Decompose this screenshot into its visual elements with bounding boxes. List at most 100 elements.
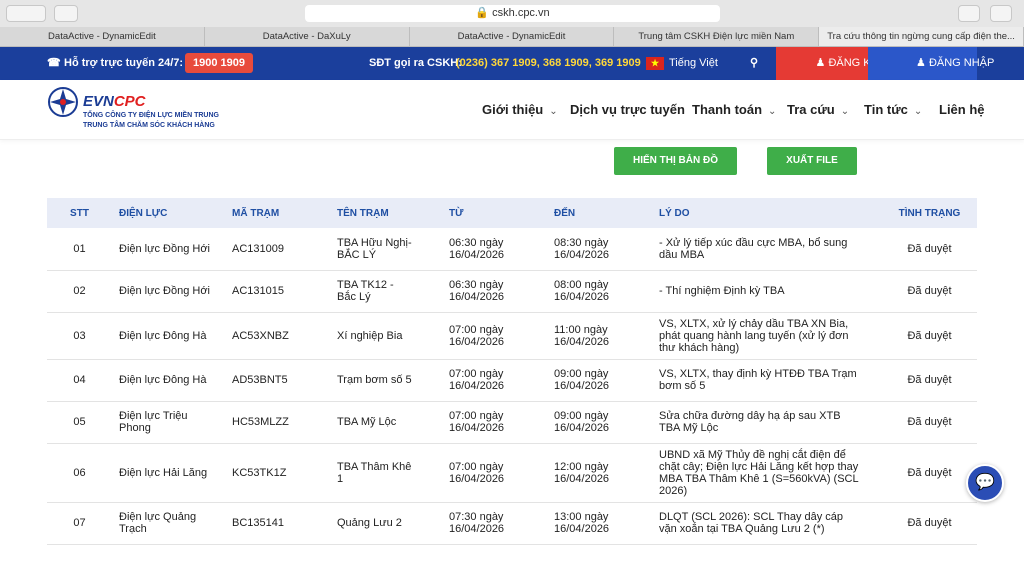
logo-evn: EVN xyxy=(83,93,114,110)
chevron: ⌄ xyxy=(840,106,850,117)
table-row: 02 Điện lực Đồng Hới AC131015 TBA TK12 - Bắ… xyxy=(47,270,977,313)
table-cell: Điện lực Quảng Trạch xyxy=(112,502,225,545)
browser-toolbar: 🔒 cskh.cpc.vn xyxy=(0,0,1024,27)
table-cell: Điện lực Đồng Hới xyxy=(112,270,225,313)
browser-tab[interactable]: DataActive - DaXuLy xyxy=(205,27,410,46)
column-header: STT xyxy=(47,198,112,228)
table-row: 07 Điện lực Quảng Trạch BC135141 Quảng Lưu … xyxy=(47,502,977,545)
search-icon[interactable]: ⚲ xyxy=(750,57,759,69)
table-cell: Điện lực Đồng Hới xyxy=(112,228,225,271)
table-cell: 11:00 ngày 16/04/2026 xyxy=(547,312,652,360)
table-cell: 04 xyxy=(47,359,112,402)
table-cell: BC135141 xyxy=(225,502,330,545)
browser-tab[interactable]: DataActive - DynamicEdit xyxy=(0,27,205,46)
table-cell: VS, XLTX, xử lý chảy dầu TBA XN Bia, phá… xyxy=(652,312,882,360)
top-bar: ☎ Hỗ trợ trực tuyến 24/7: 1900 1909 SĐT … xyxy=(0,47,1024,80)
column-header: LÝ DO xyxy=(652,198,882,228)
column-header: TÌNH TRẠNG xyxy=(882,198,977,228)
nav-item[interactable]: Dịch vụ trực tuyến xyxy=(570,102,685,117)
table-cell: - Xử lý tiếp xúc đầu cực MBA, bổ sung dầ… xyxy=(652,228,882,271)
table-cell: 07:30 ngày 16/04/2026 xyxy=(442,502,547,545)
sidebar-button[interactable] xyxy=(54,5,78,22)
table-cell: 07:00 ngày 16/04/2026 xyxy=(442,312,547,360)
login-label: ĐĂNG NHẬP xyxy=(928,57,995,69)
nav-buttons[interactable] xyxy=(6,5,46,22)
table-cell: Đã duyệt xyxy=(882,228,977,271)
site-header: EVNCPC TỔNG CÔNG TY ĐIỆN LỰC MIỀN TRUNG … xyxy=(0,80,1024,140)
table-cell: Sửa chữa đường dây hạ áp sau XTB TBA Mỹ … xyxy=(652,401,882,444)
table-cell: Đã duyệt xyxy=(882,401,977,444)
logo-text[interactable]: EVNCPC xyxy=(83,93,146,110)
export-button[interactable]: XUẤT FILE xyxy=(767,147,857,175)
table-cell: 07:00 ngày 16/04/2026 xyxy=(442,401,547,444)
table-cell: AC131009 xyxy=(225,228,330,271)
table-cell: TBA Mỹ Lộc xyxy=(330,401,442,444)
table-cell: Đã duyệt xyxy=(882,502,977,545)
column-header: MÃ TRẠM xyxy=(225,198,330,228)
table-cell: 03 xyxy=(47,312,112,360)
company-name: TỔNG CÔNG TY ĐIỆN LỰC MIỀN TRUNG xyxy=(83,112,219,119)
column-header: ĐIỆN LỰC xyxy=(112,198,225,228)
language[interactable]: Tiếng Việt xyxy=(669,57,718,69)
column-header: TÊN TRẠM xyxy=(330,198,442,228)
table-cell: Trạm bơm số 5 xyxy=(330,359,442,402)
table-cell: - Thí nghiệm Định kỳ TBA xyxy=(652,270,882,313)
table-row: 06 Điện lực Hải Lăng KC53TK1Z TBA Thâm Khê … xyxy=(47,443,977,503)
chevron: ⌄ xyxy=(549,106,558,117)
browser-tab[interactable]: DataActive - DynamicEdit xyxy=(410,27,615,46)
table-cell: 09:00 ngày 16/04/2026 xyxy=(547,401,652,444)
table-cell: 12:00 ngày 16/04/2026 xyxy=(547,443,652,503)
table-cell: Xí nghiệp Bia xyxy=(330,312,442,360)
table-row: 03 Điện lực Đông Hà AC53XNBZ Xí nghiệp Bia 0… xyxy=(47,312,977,360)
table-cell: 06:30 ngày 16/04/2026 xyxy=(442,228,547,271)
table-cell: Điện lực Triệu Phong xyxy=(112,401,225,444)
logo-icon xyxy=(48,87,78,117)
table-cell: DLQT (SCL 2026): SCL Thay dây cáp vặn xo… xyxy=(652,502,882,545)
nav-item[interactable]: Tra cứu ⌄ xyxy=(787,102,850,117)
address-bar[interactable]: 🔒 cskh.cpc.vn xyxy=(305,5,720,22)
table-cell: 05 xyxy=(47,401,112,444)
nav-item[interactable]: Tin tức ⌄ xyxy=(864,102,923,117)
support-label: Hỗ trợ trực tuyến 24/7: xyxy=(64,57,184,69)
login-button[interactable]: ♟ ĐĂNG NHẬP xyxy=(868,47,994,80)
flag: ★ xyxy=(646,57,664,70)
table-cell: 02 xyxy=(47,270,112,313)
table-cell: 06:30 ngày 16/04/2026 xyxy=(442,270,547,313)
hotline[interactable]: 1900 1909 xyxy=(185,53,253,73)
nav-item[interactable]: Liên hệ xyxy=(939,102,985,117)
chevron: ⌄ xyxy=(913,106,923,117)
table-cell: AC53XNBZ xyxy=(225,312,330,360)
table-cell: Điện lực Đông Hà xyxy=(112,312,225,360)
register-button[interactable]: ♟ ĐĂNG KÝ xyxy=(776,47,878,80)
table-cell: 08:00 ngày 16/04/2026 xyxy=(547,270,652,313)
table-cell: 06 xyxy=(47,443,112,503)
table-cell: TBA Thâm Khê 1 xyxy=(330,443,442,503)
logo-cpc: CPC xyxy=(113,93,146,110)
table-cell: UBND xã Mỹ Thủy đề nghị cắt điện để chặt… xyxy=(652,443,882,503)
table-cell: 01 xyxy=(47,228,112,271)
table-cell: 07 xyxy=(47,502,112,545)
table-cell: 13:00 ngày 16/04/2026 xyxy=(547,502,652,545)
column-header: TỪ xyxy=(442,198,547,228)
browser-tab[interactable]: Tra cứu thông tin ngừng cung cấp điện th… xyxy=(819,27,1024,46)
table-cell: Đã duyệt xyxy=(882,270,977,313)
table-cell: 07:00 ngày 16/04/2026 xyxy=(442,359,547,402)
chat-button[interactable]: 💬 xyxy=(966,464,1004,502)
nav-item[interactable]: Thanh toán ⌄ xyxy=(692,102,777,117)
outage-table: STT ĐIỆN LỰC MÃ TRẠM TÊN TRẠM TỪ ĐẾN LÝ DO TÌNH… xyxy=(47,198,977,545)
browser-tab[interactable]: Trung tâm CSKH Điện lực miền Nam xyxy=(614,27,820,46)
table-cell: Đã duyệt xyxy=(882,359,977,402)
column-header: ĐẾN xyxy=(547,198,652,228)
phone-icon: ☎ xyxy=(47,57,61,69)
tabs-button[interactable] xyxy=(990,5,1012,22)
map-button[interactable]: HIỂN THỊ BẢN ĐỒ xyxy=(614,147,737,175)
table-cell: Đã duyệt xyxy=(882,443,977,503)
table-cell: Điện lực Đông Hà xyxy=(112,359,225,402)
nav-item[interactable]: Giới thiệu ⌄ xyxy=(482,102,558,117)
table-row: 01 Điện lực Đồng Hới AC131009 TBA Hữu Nghị-… xyxy=(47,228,977,271)
url: cskh.cpc.vn xyxy=(492,7,550,19)
share-button[interactable] xyxy=(958,5,980,22)
table-cell: Đã duyệt xyxy=(882,312,977,360)
